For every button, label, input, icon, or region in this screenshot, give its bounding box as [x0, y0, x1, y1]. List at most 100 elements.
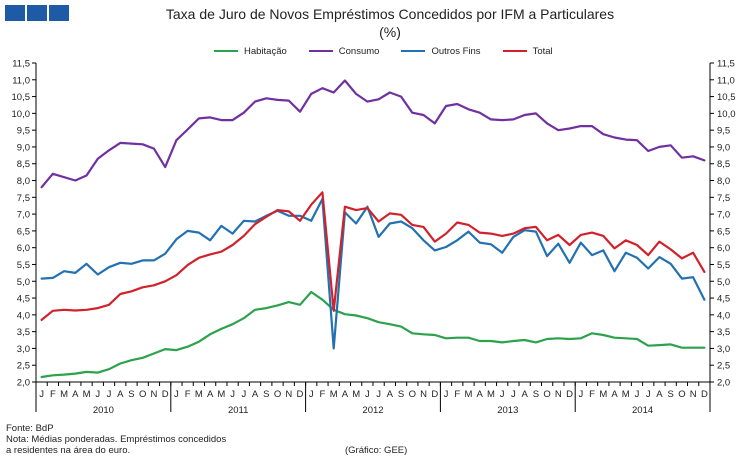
x-tick-label-month: F — [454, 389, 460, 400]
x-tick-label-month: N — [151, 389, 158, 400]
x-tick-label-month: O — [409, 389, 416, 400]
x-tick-label-month: J — [39, 389, 44, 400]
x-tick-label-month: M — [599, 389, 607, 400]
y-tick-label-left: 8,5 — [17, 159, 30, 170]
y-tick-label-left: 3,0 — [17, 344, 30, 355]
y-tick-label-right: 8,0 — [717, 176, 730, 187]
y-tick-label-left: 4,5 — [17, 294, 30, 305]
source-text: Fonte: BdP — [6, 423, 54, 434]
legend-item-outros-fins: Outros Fins — [401, 45, 481, 57]
y-tick-label-right: 11,5 — [717, 59, 735, 70]
x-tick-label-month: J — [107, 389, 112, 400]
note-line-2: a residentes na área do euro. — [6, 445, 131, 456]
y-tick-label-right: 3,5 — [717, 327, 730, 338]
y-tick-label-left: 3,5 — [17, 327, 30, 338]
legend-item-consumo: Consumo — [308, 46, 379, 57]
legend-label-habitacao: Habitação — [244, 45, 287, 57]
brand-box-2 — [27, 5, 47, 21]
x-tick-label-month: F — [320, 389, 326, 400]
x-tick-label-month: M — [217, 389, 225, 400]
x-tick-label-month: A — [611, 389, 618, 400]
x-tick-label-month: O — [274, 389, 281, 400]
x-tick-label-month: M — [465, 389, 473, 400]
y-tick-label-left: 10,5 — [12, 92, 31, 103]
x-tick-label-month: J — [444, 389, 449, 400]
legend-label-outros-fins: Outros Fins — [431, 45, 481, 57]
x-tick-label-month: A — [117, 389, 124, 400]
x-tick-label-month: M — [195, 389, 203, 400]
x-tick-label-month: J — [174, 389, 179, 400]
legend-swatch-habitacao — [214, 50, 238, 52]
y-tick-label-right: 7,0 — [717, 210, 730, 221]
x-tick-label-month: J — [511, 389, 516, 400]
x-tick-label-month: D — [566, 389, 573, 400]
y-tick-label-right: 9,0 — [717, 142, 730, 153]
x-tick-label-month: A — [387, 389, 394, 400]
x-tick-label-month: O — [678, 389, 685, 400]
legend-swatch-consumo — [308, 50, 333, 52]
x-tick-label-month: J — [578, 389, 583, 400]
y-tick-label-left: 9,5 — [17, 126, 30, 137]
x-tick-label-month: J — [376, 389, 381, 400]
y-tick-label-left: 2,5 — [17, 361, 30, 372]
y-tick-label-right: 4,5 — [717, 294, 730, 305]
y-tick-label-right: 10,0 — [717, 109, 736, 120]
x-tick-label-month: O — [139, 389, 146, 400]
x-tick-label-month: A — [252, 389, 259, 400]
x-tick-label-year: 2014 — [632, 405, 653, 416]
y-tick-label-right: 9,5 — [717, 126, 730, 137]
x-tick-label-month: N — [420, 389, 427, 400]
x-tick-label-month: M — [352, 389, 360, 400]
y-tick-label-right: 11,0 — [717, 75, 735, 86]
x-tick-label-month: M — [83, 389, 91, 400]
y-tick-label-left: 5,5 — [17, 260, 30, 271]
credit-text: (Gráfico: GEE) — [345, 445, 408, 456]
y-tick-label-left: 2,0 — [17, 378, 30, 389]
x-tick-label-month: J — [230, 389, 235, 400]
legend-label-total: Total — [532, 45, 553, 57]
y-tick-label-right: 10,5 — [717, 92, 736, 103]
x-tick-label-month: J — [95, 389, 100, 400]
brand-box-1 — [5, 5, 25, 21]
series-line-outros-fins — [40, 197, 706, 350]
y-tick-label-right: 2,0 — [717, 378, 730, 389]
x-tick-label-month: F — [589, 389, 595, 400]
y-tick-label-left: 7,0 — [17, 210, 30, 221]
y-tick-label-right: 8,5 — [717, 159, 730, 170]
x-tick-label-year: 2012 — [362, 405, 383, 416]
x-tick-label-year: 2013 — [497, 405, 518, 416]
x-tick-label-month: S — [533, 389, 539, 400]
x-tick-label-month: J — [500, 389, 505, 400]
y-tick-label-left: 10,0 — [12, 109, 31, 120]
x-tick-label-month: M — [487, 389, 495, 400]
x-tick-label-month: S — [263, 389, 269, 400]
x-tick-label-month: N — [285, 389, 292, 400]
y-tick-label-right: 7,5 — [717, 193, 730, 204]
y-tick-label-left: 8,0 — [17, 176, 30, 187]
y-tick-label-right: 5,5 — [717, 260, 730, 271]
legend-item-habitacao: Habitação — [214, 46, 287, 57]
legend: Habitação Consumo Outros Fins Total — [214, 44, 575, 58]
x-tick-label-month: A — [207, 389, 214, 400]
x-tick-label-month: J — [635, 389, 640, 400]
y-tick-label-right: 4,0 — [717, 310, 730, 321]
x-tick-label-month: J — [646, 389, 651, 400]
legend-swatch-total — [502, 50, 527, 52]
y-tick-label-left: 11,5 — [12, 59, 30, 70]
series-line-total — [40, 191, 706, 321]
x-tick-label-month: M — [330, 389, 338, 400]
y-tick-label-left: 11,0 — [12, 75, 30, 86]
y-tick-label-right: 6,5 — [717, 226, 730, 237]
y-tick-label-left: 4,0 — [17, 310, 30, 321]
x-tick-label-month: A — [342, 389, 349, 400]
note-line-1: Nota: Médias ponderadas. Empréstimos con… — [6, 434, 227, 445]
x-tick-label-month: D — [297, 389, 304, 400]
legend-swatch-outros-fins — [401, 50, 426, 52]
x-tick-label-month: A — [656, 389, 663, 400]
chart-title: Taxa de Juro de Novos Empréstimos Conced… — [165, 6, 615, 22]
x-tick-label-month: A — [477, 389, 484, 400]
x-tick-label-month: S — [128, 389, 134, 400]
x-tick-label-month: S — [668, 389, 674, 400]
y-tick-label-left: 6,5 — [17, 226, 30, 237]
